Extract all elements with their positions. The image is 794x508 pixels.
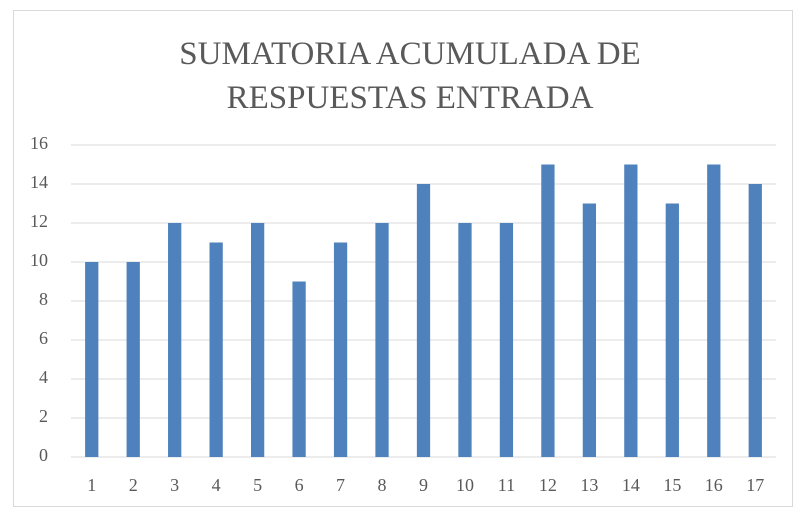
x-tick-label: 4	[212, 475, 221, 495]
x-tick-label: 5	[253, 475, 262, 495]
y-tick-label: 0	[39, 445, 48, 465]
y-tick-label: 14	[30, 172, 48, 192]
y-tick-label: 4	[39, 367, 48, 387]
x-tick-label: 13	[580, 475, 598, 495]
y-tick-label: 10	[30, 250, 48, 270]
bar	[250, 223, 265, 457]
y-tick-label: 2	[39, 406, 48, 426]
bar	[665, 203, 679, 457]
x-tick-label: 10	[456, 475, 474, 495]
y-tick-label: 8	[39, 289, 48, 309]
bar	[85, 262, 99, 457]
x-tick-label: 11	[498, 475, 515, 495]
bar	[624, 164, 638, 457]
bar	[458, 223, 472, 457]
x-tick-label: 16	[705, 475, 723, 495]
x-tick-label: 15	[663, 475, 681, 495]
x-tick-label: 6	[295, 475, 304, 495]
bar	[126, 262, 140, 457]
bar	[541, 164, 555, 457]
bar	[499, 223, 514, 457]
bar	[333, 242, 348, 457]
bar	[707, 164, 721, 457]
chart-frame	[13, 10, 793, 507]
bar	[748, 184, 762, 457]
x-tick-label: 2	[129, 475, 138, 495]
bar	[416, 184, 431, 457]
bar	[209, 242, 223, 457]
x-tick-label: 8	[378, 475, 387, 495]
x-tick-label: 14	[622, 475, 640, 495]
x-tick-label: 7	[336, 475, 345, 495]
chart-title: SUMATORIA ACUMULADA DE RESPUESTAS ENTRAD…	[179, 36, 641, 116]
bar	[582, 203, 597, 457]
bar	[292, 281, 306, 457]
x-tick-label: 17	[746, 475, 764, 495]
x-tick-label: 12	[539, 475, 557, 495]
y-tick-label: 16	[30, 133, 48, 153]
y-tick-label: 12	[30, 211, 48, 231]
x-tick-label: 9	[419, 475, 428, 495]
x-tick-label: 1	[87, 475, 96, 495]
y-tick-label: 6	[39, 328, 48, 348]
x-tick-label: 3	[170, 475, 179, 495]
bar	[168, 223, 182, 457]
bar	[375, 223, 389, 457]
